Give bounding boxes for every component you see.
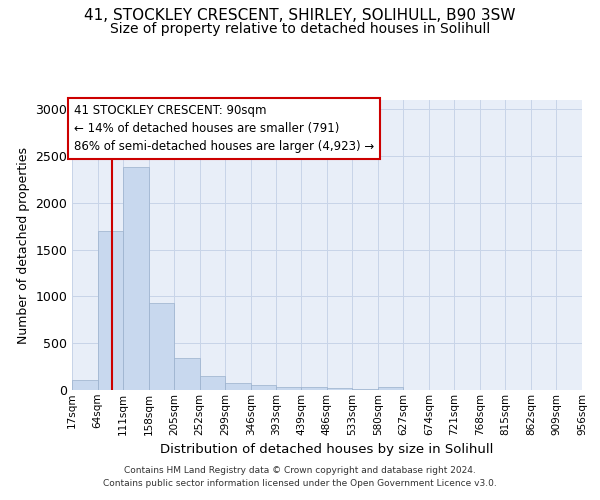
- Bar: [123, 168, 149, 390]
- Bar: [327, 388, 352, 390]
- Text: 41, STOCKLEY CRESCENT, SHIRLEY, SOLIHULL, B90 3SW: 41, STOCKLEY CRESCENT, SHIRLEY, SOLIHULL…: [84, 8, 516, 22]
- Bar: [174, 358, 200, 390]
- Bar: [149, 303, 174, 390]
- Bar: [301, 387, 327, 390]
- Text: Contains HM Land Registry data © Crown copyright and database right 2024.
Contai: Contains HM Land Registry data © Crown c…: [103, 466, 497, 487]
- Text: Size of property relative to detached houses in Solihull: Size of property relative to detached ho…: [110, 22, 490, 36]
- Bar: [200, 376, 225, 390]
- Bar: [72, 380, 98, 390]
- Bar: [251, 385, 276, 390]
- Bar: [352, 389, 378, 390]
- Text: Distribution of detached houses by size in Solihull: Distribution of detached houses by size …: [160, 442, 494, 456]
- Y-axis label: Number of detached properties: Number of detached properties: [17, 146, 30, 344]
- Bar: [378, 387, 403, 390]
- Bar: [276, 386, 301, 390]
- Text: 41 STOCKLEY CRESCENT: 90sqm
← 14% of detached houses are smaller (791)
86% of se: 41 STOCKLEY CRESCENT: 90sqm ← 14% of det…: [74, 104, 374, 152]
- Bar: [225, 383, 251, 390]
- Bar: [98, 231, 123, 390]
